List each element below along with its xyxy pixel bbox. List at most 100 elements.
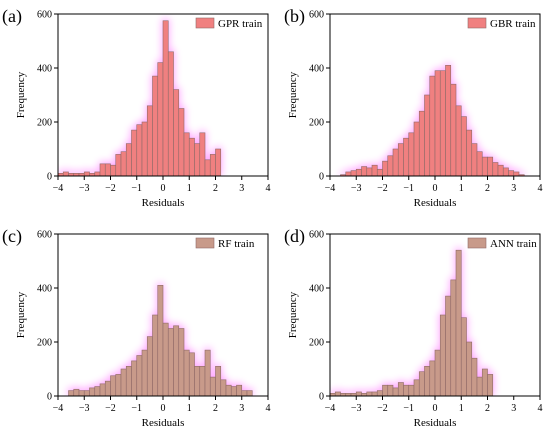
histogram-bar xyxy=(424,94,431,176)
histogram-bar xyxy=(215,365,222,396)
histogram-bar xyxy=(471,143,478,176)
histogram-bar xyxy=(152,75,159,176)
legend-swatch xyxy=(195,17,215,29)
histogram-bar xyxy=(481,368,488,396)
y-axis-title: Frequency xyxy=(287,291,299,338)
histogram-bar xyxy=(178,328,185,396)
histogram-bar xyxy=(99,383,106,396)
histogram-bar xyxy=(371,164,378,176)
histogram-bar xyxy=(136,124,143,176)
histogram-bar xyxy=(513,171,520,176)
y-tick-label: 0 xyxy=(319,392,324,403)
x-tick-label: −3 xyxy=(79,183,90,194)
y-tick-label: 0 xyxy=(319,172,324,183)
x-tick-label: −2 xyxy=(105,183,116,194)
bars xyxy=(58,20,222,176)
histogram-bar xyxy=(508,170,515,176)
x-tick-label: −4 xyxy=(53,183,64,194)
histogram-bar xyxy=(466,129,473,176)
legend-label: GBR train xyxy=(490,18,536,30)
histogram-bar xyxy=(188,352,195,396)
histogram-bar xyxy=(183,349,190,396)
y-tick-label: 600 xyxy=(37,10,52,21)
histogram-bar xyxy=(492,162,499,176)
legend-swatch xyxy=(467,237,487,249)
x-tick-label: −1 xyxy=(403,183,414,194)
y-axis-title: Frequency xyxy=(15,71,27,118)
x-tick-label: 2 xyxy=(213,403,218,414)
histogram-bar xyxy=(220,379,227,396)
histogram-bar xyxy=(104,380,111,396)
histogram-bar xyxy=(178,108,185,176)
panel-label: (a) xyxy=(2,6,22,27)
y-tick-label: 400 xyxy=(37,64,52,75)
y-tick-label: 400 xyxy=(309,64,324,75)
y-tick-label: 200 xyxy=(309,338,324,349)
x-tick-label: −2 xyxy=(105,403,116,414)
y-tick-label: 200 xyxy=(309,118,324,129)
histogram-bar xyxy=(94,171,101,176)
x-tick-label: 4 xyxy=(538,403,543,414)
histogram-bar xyxy=(397,143,404,176)
histogram-bar xyxy=(355,168,362,176)
legend-label: RF train xyxy=(218,238,255,250)
histogram-bar xyxy=(131,129,138,176)
histogram-bar xyxy=(78,390,85,396)
bars xyxy=(68,284,253,396)
bars xyxy=(340,65,525,176)
x-axis-title: Residuals xyxy=(142,417,185,429)
histogram-bar xyxy=(413,379,420,396)
x-tick-label: −2 xyxy=(377,183,388,194)
histogram-bar xyxy=(110,164,117,176)
panel-0: (a) −4 −3 −2 −1 0 1 2 3 4 0 200 400 600 Residuals Frequ… xyxy=(2,6,271,209)
histogram-bar xyxy=(345,171,352,176)
histogram-bar xyxy=(476,376,483,396)
histogram-bar xyxy=(429,360,436,396)
histogram-bar xyxy=(141,349,148,396)
histogram-bar xyxy=(366,391,373,396)
histogram-bar xyxy=(382,384,389,396)
x-tick-label: 4 xyxy=(538,183,543,194)
y-tick-label: 200 xyxy=(37,338,52,349)
x-tick-label: 0 xyxy=(433,183,438,194)
histogram-bar xyxy=(236,384,243,396)
histogram-bar xyxy=(450,279,457,396)
y-tick-label: 0 xyxy=(47,392,52,403)
x-tick-label: −4 xyxy=(325,403,336,414)
histogram-bar xyxy=(120,368,127,396)
histogram-bar xyxy=(89,387,96,396)
histogram-bar xyxy=(125,143,132,176)
x-tick-label: −3 xyxy=(79,403,90,414)
x-axis-title: Residuals xyxy=(414,197,457,209)
x-axis-title: Residuals xyxy=(414,417,457,429)
histogram-bar xyxy=(199,132,206,176)
panel-label: (d) xyxy=(284,226,305,247)
histogram-bar xyxy=(355,391,362,396)
histogram-bar xyxy=(120,151,127,176)
y-tick-label: 400 xyxy=(309,284,324,295)
x-tick-label: 4 xyxy=(266,403,271,414)
histogram-bar xyxy=(162,20,169,176)
histogram-bar xyxy=(418,110,425,176)
histogram-bar xyxy=(460,116,467,176)
histogram-bar xyxy=(439,70,446,176)
histogram-bar xyxy=(445,65,452,176)
histogram-bar xyxy=(215,148,222,176)
x-tick-label: 2 xyxy=(213,183,218,194)
x-tick-label: 2 xyxy=(485,183,490,194)
histogram-bar xyxy=(204,349,211,396)
legend-swatch xyxy=(195,237,215,249)
histogram-bar xyxy=(199,365,206,396)
histogram-bar xyxy=(334,391,341,396)
histogram-bar xyxy=(183,132,190,176)
histogram-bar xyxy=(466,341,473,396)
histogram-bar xyxy=(361,166,368,176)
x-tick-label: −1 xyxy=(131,183,142,194)
histogram-bar xyxy=(434,70,441,176)
histogram-bar xyxy=(481,156,488,176)
histogram-bar xyxy=(146,105,153,176)
histogram-bar xyxy=(439,314,446,396)
x-tick-label: −4 xyxy=(325,183,336,194)
histogram-bar xyxy=(194,365,201,396)
panel-label: (c) xyxy=(2,226,22,247)
